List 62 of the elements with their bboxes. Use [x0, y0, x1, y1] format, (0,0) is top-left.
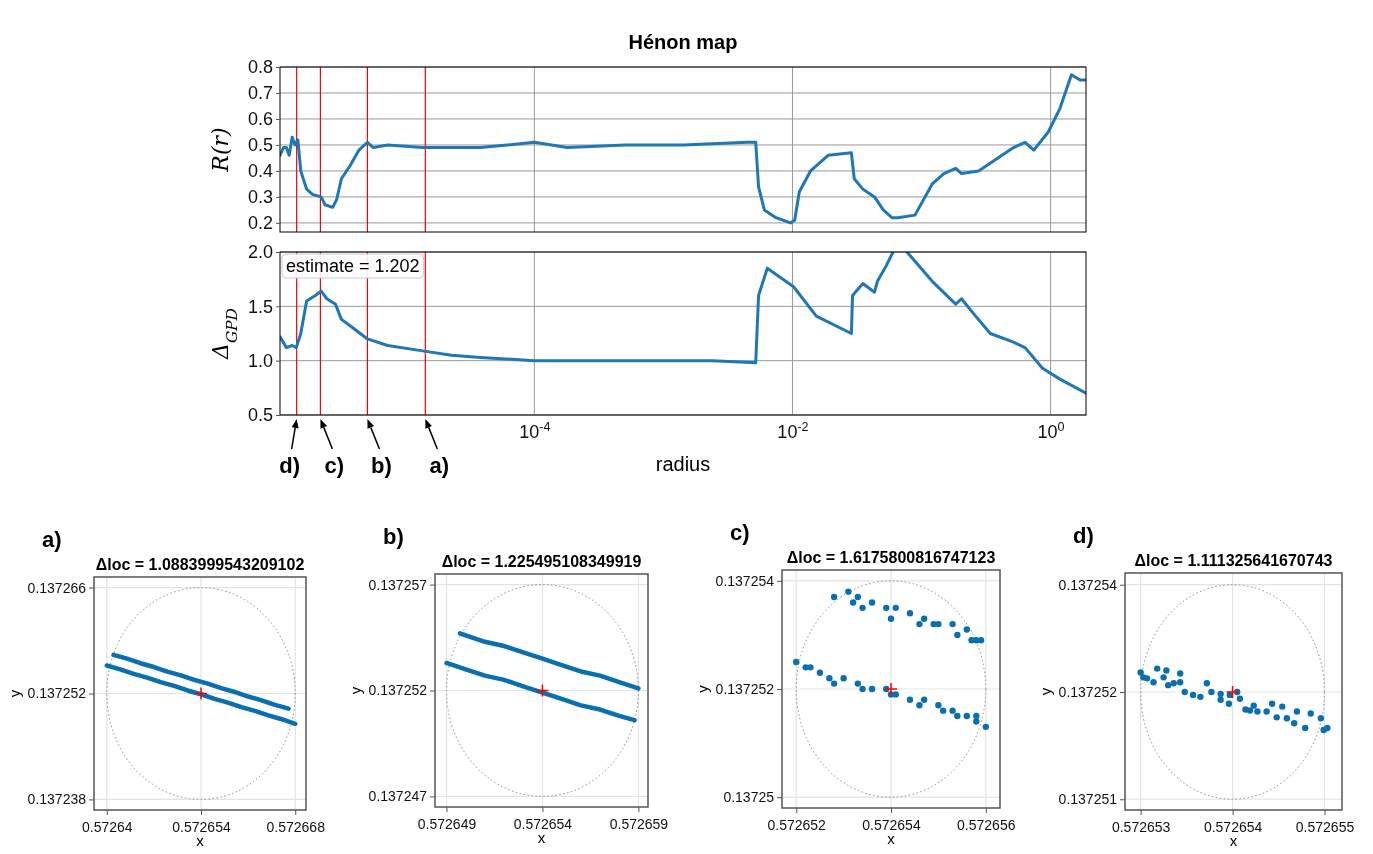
y-axis-title: y	[6, 689, 23, 698]
annotation: d)	[279, 453, 301, 478]
x-tick-label: 0.572654	[862, 817, 921, 833]
x-tick-label: 0.57264	[81, 819, 133, 835]
annotation: b)	[371, 453, 392, 478]
y-tick-label: 1.5	[247, 296, 273, 317]
text: a)	[42, 527, 62, 552]
x-axis-title: x	[1229, 832, 1238, 849]
y-tick-label: 1.0	[247, 350, 273, 371]
y-tick-label: 0.137254	[1058, 576, 1118, 593]
x-tick-label: 10$^{0}$	[1037, 419, 1065, 442]
x-tick-label: 0.572668	[266, 819, 326, 835]
chart-title: Δloc = 1.225495108349919	[441, 553, 642, 570]
y-tick-label: 0.3	[247, 187, 273, 208]
y-tick-label: 0.137252	[715, 680, 775, 697]
x-tick-label: 0.572654	[513, 816, 573, 832]
x-tick-label: 0.572649	[417, 816, 477, 832]
y-tick-label: 0.7	[247, 83, 273, 104]
y-tick-label: 2.0	[247, 242, 273, 263]
x-tick-label: 0.572653	[1111, 819, 1171, 835]
y-axis-title: y	[694, 684, 711, 693]
y-tick-label: 0.5	[247, 135, 273, 156]
text: c)	[730, 520, 750, 545]
y-tick-label: 0.137252	[27, 685, 87, 702]
y-tick-label: 0.137266	[27, 579, 87, 596]
text: d)	[1073, 523, 1094, 548]
y-axis-title: y	[1037, 687, 1054, 696]
x-tick-label: 10$^{-2}$	[777, 419, 809, 442]
chart-title: Δloc = 1.6175800816747123	[786, 549, 996, 566]
x-tick-label: 10$^{-4}$	[519, 419, 551, 442]
chart-title: Hénon map	[628, 31, 738, 53]
x-tick-label: 0.572655	[1295, 819, 1355, 835]
y-tick-label: 0.2	[247, 213, 273, 234]
y-tick-label: 0.6	[247, 109, 273, 130]
x-axis-title: x	[537, 829, 546, 846]
y-tick-label: 0.4	[247, 161, 273, 182]
x-axis-title: radius	[655, 453, 711, 475]
y-tick-label: 0.8	[247, 57, 273, 78]
x-tick-label: 0.572659	[609, 816, 669, 832]
text: b)	[383, 524, 404, 549]
x-tick-label: 0.572654	[1203, 819, 1263, 835]
y-tick-label: 0.137252	[368, 682, 428, 699]
x-axis-title: x	[196, 832, 205, 849]
y-tick-label: 0.137251	[1058, 791, 1118, 808]
y-tick-label: 0.137238	[27, 791, 87, 808]
y-tick-label: 0.13725	[723, 789, 775, 806]
y-tick-label: 0.5	[247, 405, 273, 426]
annotation: a)	[429, 453, 450, 478]
x-tick-label: 0.572654	[172, 819, 231, 835]
y-tick-label: 0.137247	[368, 788, 428, 805]
y-tick-label: 0.137257	[368, 576, 428, 593]
x-tick-label: 0.572656	[957, 817, 1016, 833]
chart-title: Δloc = 1.0883999543209102	[95, 556, 305, 573]
x-axis-title: x	[887, 830, 896, 847]
y-tick-label: 0.137252	[1058, 683, 1118, 700]
y-axis-title: R(r)	[208, 127, 233, 173]
chart-title: Δloc = 1.111325641670743	[1134, 552, 1333, 569]
y-axis-title: y	[347, 686, 364, 695]
annotation: c)	[324, 453, 345, 478]
y-tick-label: 0.137254	[715, 572, 775, 589]
annotation: estimate = 1.202	[286, 256, 420, 276]
x-tick-label: 0.572652	[767, 817, 827, 833]
